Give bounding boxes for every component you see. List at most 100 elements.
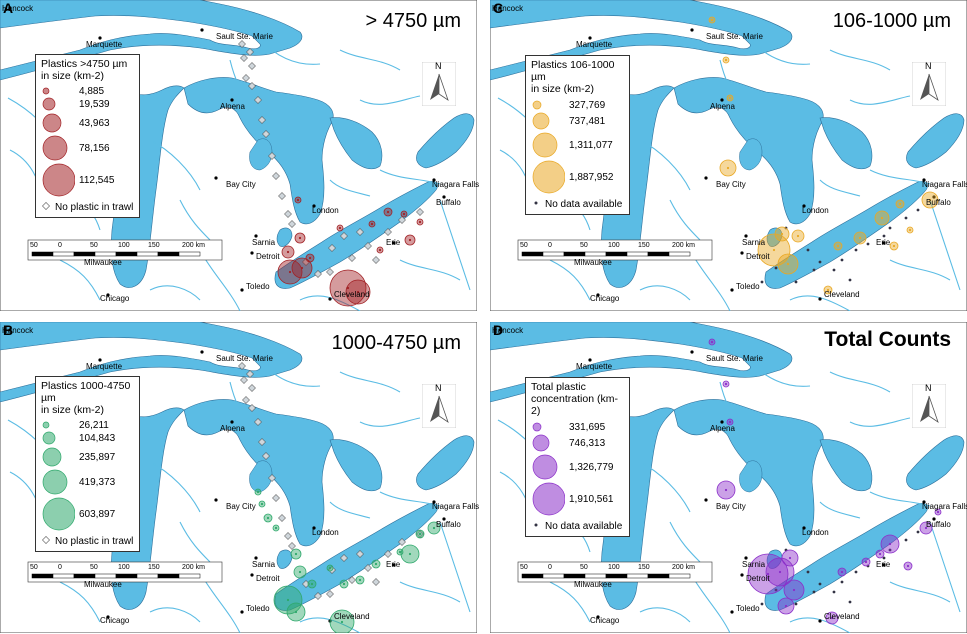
city-label-alpena: Alpena xyxy=(220,424,245,433)
legend-value: 603,897 xyxy=(79,508,116,520)
no-data-marker xyxy=(774,588,778,592)
river-line xyxy=(719,381,739,419)
legend-swatch xyxy=(41,497,75,531)
city-dot xyxy=(240,610,244,614)
no-data-marker xyxy=(760,602,764,606)
sample-center xyxy=(710,340,714,344)
city-dot xyxy=(720,420,724,424)
sample-center xyxy=(342,582,346,586)
city-dot xyxy=(818,619,822,623)
sample-center xyxy=(788,556,792,560)
dot-icon xyxy=(531,520,541,533)
sample-center xyxy=(786,262,790,266)
scale-bar-segment xyxy=(542,251,565,257)
legend-foot-label: No plastic in trawl xyxy=(55,202,134,213)
scale-bar-segment xyxy=(605,573,628,579)
legend-row: 112,545 xyxy=(41,162,134,198)
sample-center xyxy=(298,570,302,574)
sample-center xyxy=(402,212,406,216)
city-label-detroit: Detroit xyxy=(256,574,280,583)
city-label-buffalo: Buffalo xyxy=(436,520,461,529)
legend-value: 4,885 xyxy=(79,85,105,97)
no-plastic-marker xyxy=(268,152,276,160)
sample-center xyxy=(286,250,290,254)
city-label-london: London xyxy=(312,206,339,215)
lake-shape xyxy=(329,117,383,170)
scale-bar-segment xyxy=(136,573,159,579)
sample-center xyxy=(310,582,314,586)
legend-swatch xyxy=(531,422,565,432)
lake-shape xyxy=(906,435,965,491)
legend-value: 1,326,779 xyxy=(569,461,614,473)
river-line xyxy=(399,581,461,603)
no-data-marker xyxy=(904,216,908,220)
city-dot xyxy=(106,615,110,619)
city-label-sarnia: Sarnia xyxy=(252,560,276,569)
city-label-alpena: Alpena xyxy=(710,102,735,111)
sample-center xyxy=(338,226,342,230)
legend-row: 1,311,077 xyxy=(531,131,624,159)
no-data-marker xyxy=(840,258,844,262)
north-arrow-icon: N xyxy=(911,61,947,111)
city-dot xyxy=(740,251,744,255)
sample-center xyxy=(432,526,436,530)
legend-swatch xyxy=(531,132,565,158)
city-dot xyxy=(744,234,748,238)
city-label-baycity: Bay City xyxy=(226,502,256,511)
scale-bar-segment xyxy=(31,251,54,257)
scale-label: 100 xyxy=(118,564,130,571)
scale-bar-segment xyxy=(157,573,180,579)
map-panel-c: 50 0 50 100 150 200 km Hancock Marquette Sault S… xyxy=(490,0,967,311)
city-label-toledo: Toledo xyxy=(736,604,760,613)
scale-label: 200 km xyxy=(182,242,205,249)
sample-center xyxy=(408,238,412,242)
city-dot xyxy=(254,234,258,238)
legend-swatch xyxy=(41,431,75,445)
no-data-marker xyxy=(888,548,892,552)
river-line xyxy=(439,521,471,613)
lake-shape xyxy=(0,322,303,403)
river-line xyxy=(889,581,951,603)
legend-value: 1,311,077 xyxy=(569,139,613,151)
legend-row: 737,481 xyxy=(531,111,624,131)
city-dot xyxy=(312,204,316,208)
river-line xyxy=(869,169,931,185)
no-plastic-marker xyxy=(238,362,246,370)
no-data-marker xyxy=(904,538,908,542)
no-plastic-marker xyxy=(254,418,262,426)
city-label-milwaukee: Milwaukee xyxy=(84,258,122,267)
legend-row: 419,373 xyxy=(41,468,134,496)
no-plastic-marker xyxy=(348,576,356,584)
scale-bar-segment xyxy=(94,251,117,257)
legend-box: Plastics 1000-4750 µm in size (km-2) 26,2… xyxy=(35,376,140,552)
legend-foot-label: No data available xyxy=(545,199,623,210)
city-label-marquette: Marquette xyxy=(86,362,123,371)
city-dot xyxy=(214,498,218,502)
sample-center xyxy=(724,488,728,492)
scale-label: 50 xyxy=(30,242,38,249)
city-label-erie: Erie xyxy=(876,238,891,247)
no-plastic-marker xyxy=(356,228,364,236)
lake-shape xyxy=(329,439,383,492)
river-line xyxy=(849,95,911,105)
no-plastic-marker xyxy=(262,452,270,460)
no-data-marker xyxy=(854,570,858,574)
city-dot xyxy=(498,328,502,332)
sample-center xyxy=(358,578,362,582)
city-dot xyxy=(240,288,244,292)
no-plastic-marker xyxy=(340,554,348,562)
no-plastic-marker xyxy=(372,256,380,264)
city-label-toledo: Toledo xyxy=(246,604,270,613)
legend-swatch xyxy=(41,469,75,495)
city-label-detroit: Detroit xyxy=(256,252,280,261)
river-line xyxy=(329,179,371,197)
no-plastic-marker xyxy=(272,494,280,502)
north-label: N xyxy=(925,383,932,393)
lakes-map xyxy=(490,322,967,633)
sample-center xyxy=(772,248,776,252)
city-dot xyxy=(730,288,734,292)
legend-row: 235,897 xyxy=(41,446,134,468)
legend-swatch xyxy=(41,135,75,161)
city-dot xyxy=(932,517,936,521)
legend-swatch xyxy=(531,112,565,130)
